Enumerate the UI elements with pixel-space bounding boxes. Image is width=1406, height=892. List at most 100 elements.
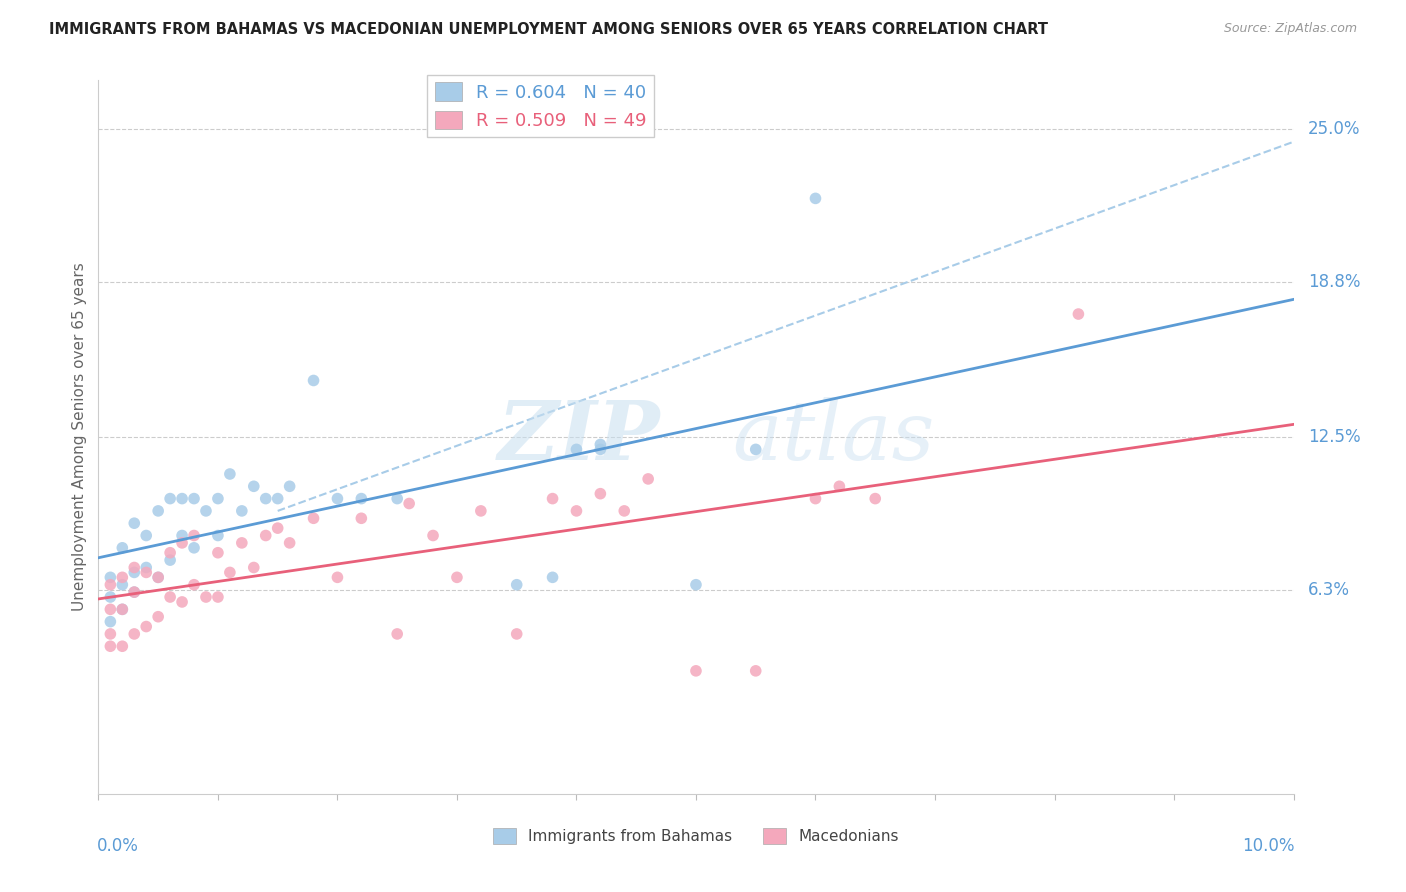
Point [135, 528, 157, 542]
Point [159, 491, 181, 506]
Point [565, 504, 588, 518]
Point [183, 528, 205, 542]
Text: ZIP: ZIP [498, 397, 661, 477]
Point [804, 191, 827, 205]
Point [589, 437, 612, 451]
Point [506, 627, 529, 641]
Point [172, 536, 194, 550]
Point [124, 516, 146, 531]
Point [111, 570, 134, 584]
Point [124, 585, 146, 599]
Point [207, 491, 229, 506]
Text: IMMIGRANTS FROM BAHAMAS VS MACEDONIAN UNEMPLOYMENT AMONG SENIORS OVER 65 YEARS C: IMMIGRANTS FROM BAHAMAS VS MACEDONIAN UN… [49, 22, 1049, 37]
Point [219, 467, 242, 481]
Text: 18.8%: 18.8% [1308, 273, 1361, 291]
Point [446, 570, 468, 584]
Point [243, 479, 266, 493]
Point [231, 504, 253, 518]
Point [111, 639, 134, 653]
Point [148, 570, 170, 584]
Point [470, 504, 492, 518]
Point [637, 472, 659, 486]
Point [207, 590, 229, 604]
Point [745, 442, 768, 457]
Point [685, 578, 707, 592]
Point [278, 479, 301, 493]
Point [350, 511, 373, 525]
Text: 10.0%: 10.0% [1243, 837, 1295, 855]
Point [148, 504, 170, 518]
Point [613, 504, 636, 518]
Point [589, 442, 612, 457]
Point [195, 590, 218, 604]
Point [159, 590, 181, 604]
Point [124, 560, 146, 574]
Point [243, 560, 266, 574]
Point [98, 615, 122, 629]
Point [219, 566, 242, 580]
Point [398, 496, 420, 510]
Point [111, 602, 134, 616]
Point [172, 595, 194, 609]
Point [195, 504, 218, 518]
Text: atlas: atlas [733, 397, 934, 477]
Point [254, 528, 277, 542]
Point [804, 491, 827, 506]
Point [207, 528, 229, 542]
Point [589, 486, 612, 500]
Point [385, 627, 409, 641]
Point [1067, 307, 1090, 321]
Point [685, 664, 707, 678]
Point [254, 491, 277, 506]
Point [385, 491, 409, 506]
Point [207, 546, 229, 560]
Point [172, 528, 194, 542]
Point [159, 553, 181, 567]
Text: 25.0%: 25.0% [1308, 120, 1361, 138]
Point [326, 491, 349, 506]
Point [172, 491, 194, 506]
Point [326, 570, 349, 584]
Point [183, 491, 205, 506]
Point [124, 627, 146, 641]
Point [183, 541, 205, 555]
Point [124, 585, 146, 599]
Legend: Immigrants from Bahamas, Macedonians: Immigrants from Bahamas, Macedonians [486, 822, 905, 850]
Point [159, 546, 181, 560]
Point [124, 566, 146, 580]
Point [148, 609, 170, 624]
Point [98, 578, 122, 592]
Point [302, 511, 325, 525]
Point [541, 491, 564, 506]
Point [267, 491, 290, 506]
Text: 6.3%: 6.3% [1308, 581, 1350, 599]
Point [135, 560, 157, 574]
Point [98, 590, 122, 604]
Point [565, 442, 588, 457]
Point [231, 536, 253, 550]
Point [98, 627, 122, 641]
Point [98, 570, 122, 584]
Point [135, 619, 157, 633]
Point [422, 528, 444, 542]
Point [98, 639, 122, 653]
Point [98, 602, 122, 616]
Point [111, 578, 134, 592]
Text: 12.5%: 12.5% [1308, 428, 1361, 446]
Point [302, 374, 325, 388]
Point [135, 566, 157, 580]
Y-axis label: Unemployment Among Seniors over 65 years: Unemployment Among Seniors over 65 years [72, 263, 87, 611]
Point [350, 491, 373, 506]
Point [111, 602, 134, 616]
Point [183, 578, 205, 592]
Point [865, 491, 887, 506]
Point [506, 578, 529, 592]
Point [828, 479, 851, 493]
Point [148, 570, 170, 584]
Point [541, 570, 564, 584]
Point [278, 536, 301, 550]
Point [111, 541, 134, 555]
Point [745, 664, 768, 678]
Point [267, 521, 290, 535]
Text: Source: ZipAtlas.com: Source: ZipAtlas.com [1223, 22, 1357, 36]
